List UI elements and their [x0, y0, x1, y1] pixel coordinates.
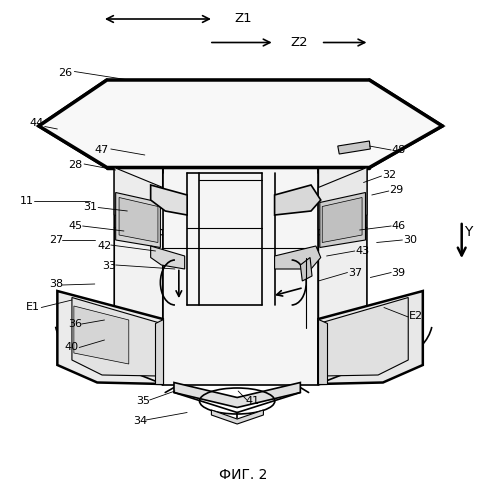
Polygon shape: [318, 319, 327, 384]
Text: 44: 44: [29, 118, 44, 128]
Polygon shape: [275, 185, 321, 215]
Polygon shape: [318, 168, 367, 385]
Polygon shape: [116, 192, 160, 248]
Polygon shape: [114, 168, 163, 385]
Polygon shape: [151, 246, 185, 269]
Polygon shape: [174, 382, 300, 407]
Text: 30: 30: [404, 235, 417, 245]
Text: E1: E1: [26, 302, 40, 312]
Text: 43: 43: [355, 246, 369, 256]
Polygon shape: [155, 319, 163, 384]
Text: 42: 42: [97, 241, 112, 251]
Polygon shape: [275, 246, 321, 269]
Text: 46: 46: [391, 221, 406, 231]
Polygon shape: [322, 298, 408, 376]
Text: 35: 35: [137, 396, 150, 406]
Text: 45: 45: [68, 221, 83, 231]
Text: 31: 31: [83, 202, 97, 212]
Text: Z1: Z1: [234, 12, 252, 26]
Polygon shape: [320, 192, 365, 248]
Polygon shape: [163, 168, 318, 385]
Text: 39: 39: [391, 268, 406, 278]
Text: 33: 33: [103, 261, 116, 271]
Polygon shape: [151, 185, 187, 215]
Text: 27: 27: [49, 235, 63, 245]
Polygon shape: [119, 198, 158, 242]
Text: 34: 34: [133, 416, 147, 426]
Polygon shape: [72, 298, 158, 376]
Text: 11: 11: [20, 196, 34, 206]
Text: Z2: Z2: [290, 36, 308, 49]
Text: 26: 26: [58, 68, 73, 78]
Polygon shape: [74, 306, 129, 364]
Text: 28: 28: [68, 160, 83, 170]
Text: 41: 41: [245, 396, 260, 406]
Text: 36: 36: [69, 319, 82, 329]
Polygon shape: [418, 126, 442, 138]
Text: E2: E2: [408, 311, 423, 321]
Text: 48: 48: [391, 145, 406, 155]
Text: 32: 32: [382, 170, 396, 180]
Polygon shape: [39, 80, 442, 168]
Text: 38: 38: [49, 279, 63, 289]
Polygon shape: [322, 198, 362, 242]
Text: 40: 40: [65, 342, 79, 352]
Polygon shape: [318, 168, 367, 230]
Polygon shape: [338, 141, 370, 154]
Polygon shape: [211, 410, 263, 424]
Text: Y: Y: [464, 226, 472, 239]
Text: 37: 37: [347, 268, 362, 278]
Text: 29: 29: [389, 185, 403, 195]
Text: 47: 47: [95, 145, 109, 155]
Polygon shape: [300, 258, 312, 281]
Polygon shape: [57, 291, 163, 384]
Polygon shape: [114, 168, 163, 230]
Polygon shape: [39, 126, 66, 138]
Polygon shape: [56, 91, 435, 168]
Text: ФИГ. 2: ФИГ. 2: [219, 468, 267, 482]
Polygon shape: [318, 291, 423, 384]
